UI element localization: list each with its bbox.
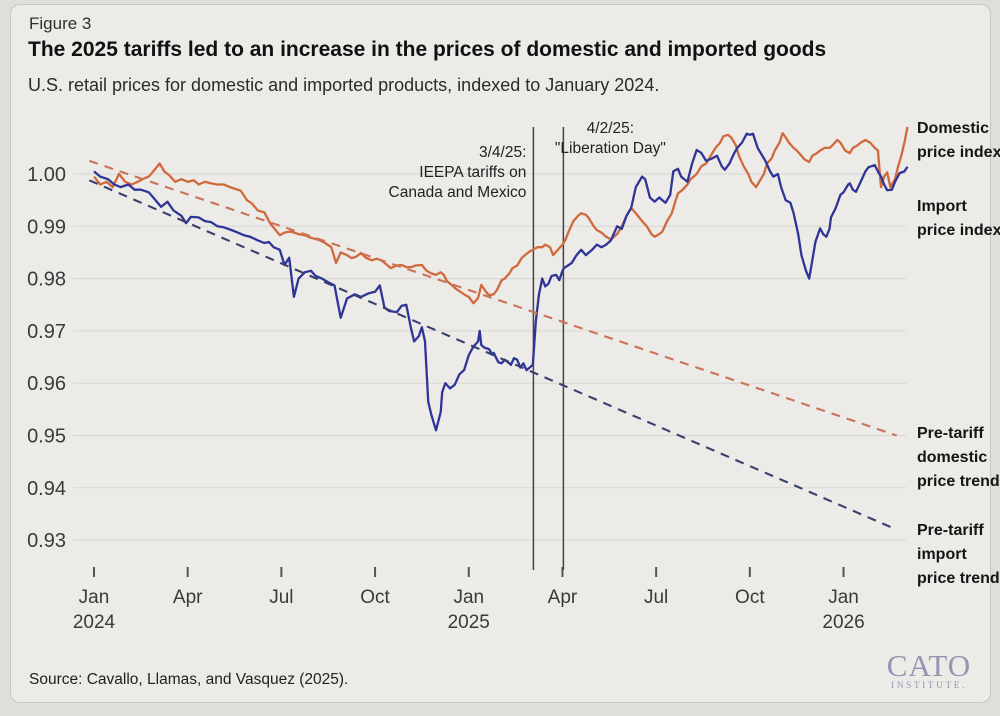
- x-axis: Jan 2024 Apr Jul Oct Jan 2025 Apr Jul Oct Jan 2026: [73, 567, 865, 633]
- chart-subtitle: U.S. retail prices for domestic and impo…: [28, 75, 660, 95]
- svg-text:2024: 2024: [73, 612, 116, 633]
- svg-text:IEEPA tariffs on: IEEPA tariffs on: [419, 164, 526, 181]
- svg-text:3/4/25:: 3/4/25:: [479, 144, 526, 161]
- series-domestic-price-index: [93, 126, 909, 305]
- label-pretariff-import-trend: Pre-tariff import price trend: [917, 522, 1000, 587]
- svg-text:Apr: Apr: [173, 587, 203, 608]
- y-axis-labels: 1.00 0.99 0.98 0.97 0.96 0.95 0.94 0.93: [27, 164, 66, 552]
- svg-text:2026: 2026: [822, 612, 864, 633]
- cato-institute-text: INSTITUTE.: [891, 681, 967, 691]
- series-pre-tariff-domestic-price-trend: [88, 159, 897, 437]
- gridlines: [73, 173, 906, 541]
- svg-text:Jan: Jan: [453, 587, 484, 608]
- svg-text:0.96: 0.96: [27, 373, 66, 395]
- series-pre-tariff-import-price-trend: [88, 179, 898, 531]
- figure-card: Figure 3 The 2025 tariffs led to an incr…: [10, 4, 1000, 703]
- svg-text:"Liberation Day": "Liberation Day": [555, 140, 666, 157]
- svg-text:0.99: 0.99: [27, 216, 66, 238]
- svg-text:2025: 2025: [448, 612, 490, 633]
- svg-text:0.97: 0.97: [27, 321, 66, 343]
- svg-text:Jan: Jan: [828, 587, 859, 608]
- svg-text:0.95: 0.95: [27, 426, 66, 448]
- annotation-0: 3/4/25: IEEPA tariffs on Canada and Mexico: [389, 144, 527, 201]
- svg-text:0.94: 0.94: [27, 478, 66, 500]
- label-domestic-price-index: Domestic price index: [917, 120, 1000, 161]
- figure-label: Figure 3: [29, 14, 92, 33]
- annotation-1: 4/2/25: "Liberation Day": [555, 120, 666, 157]
- svg-text:Canada and Mexico: Canada and Mexico: [389, 184, 527, 201]
- svg-text:Jan: Jan: [79, 587, 110, 608]
- cato-wordmark: CATO: [886, 648, 972, 683]
- source-note: Source: Cavallo, Llamas, and Vasquez (20…: [29, 671, 349, 688]
- cato-logo: CATO INSTITUTE.: [884, 648, 974, 691]
- price-chart: 1.00 0.99 0.98 0.97 0.96 0.95 0.94 0.93 Jan 2024 A…: [27, 120, 909, 633]
- svg-text:1.00: 1.00: [27, 164, 66, 186]
- label-import-price-index: Import price index: [917, 198, 1000, 239]
- svg-text:Jul: Jul: [644, 587, 668, 608]
- chart-title: The 2025 tariffs led to an increase in t…: [28, 38, 827, 61]
- svg-text:0.98: 0.98: [27, 269, 66, 291]
- svg-text:Oct: Oct: [360, 587, 390, 608]
- svg-text:4/2/25:: 4/2/25:: [587, 120, 634, 137]
- series-import-price-index: [93, 132, 909, 432]
- label-pretariff-domestic-trend: Pre-tariff domestic price trend: [917, 425, 1000, 490]
- svg-text:Jul: Jul: [269, 587, 293, 608]
- svg-text:Apr: Apr: [548, 587, 578, 608]
- svg-text:Oct: Oct: [735, 587, 765, 608]
- svg-text:0.93: 0.93: [27, 530, 66, 552]
